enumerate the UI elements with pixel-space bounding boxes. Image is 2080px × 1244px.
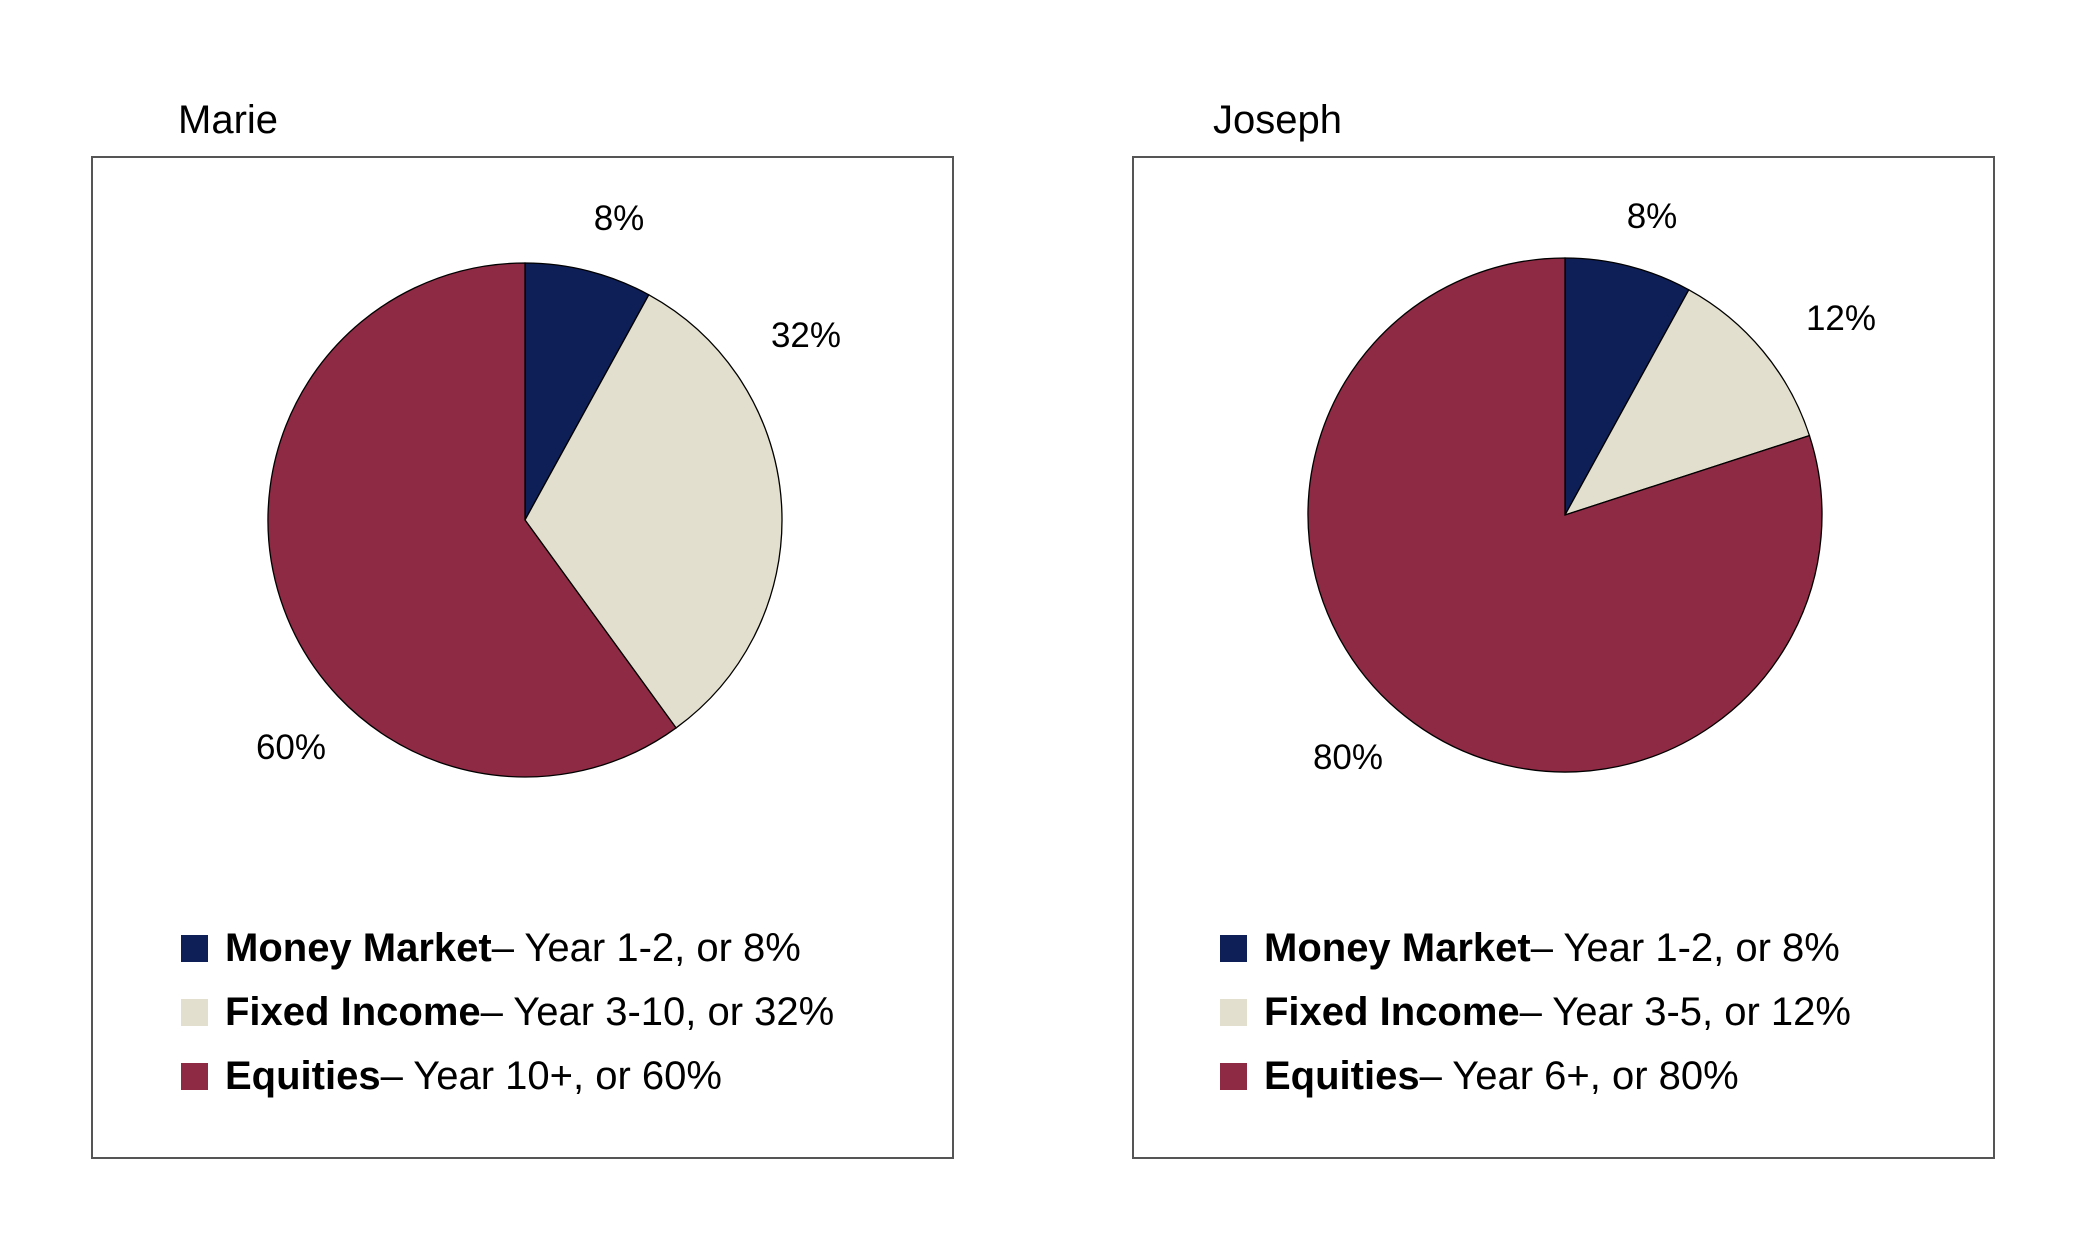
legend-item-fixed-income: Fixed Income – Year 3-10, or 32%: [181, 980, 834, 1044]
legend-label-fixed-income: Fixed Income: [1264, 990, 1520, 1034]
pie-chart-joseph: [1307, 257, 1823, 773]
pie-slice-fixed-income: [1563, 288, 1811, 517]
legend-swatch-money-market: [181, 934, 208, 962]
chart-frame-joseph: 8% 12% 80% Money Market – Year 1-2, or 8…: [1132, 156, 1995, 1159]
pie-slice-equities: [267, 262, 677, 778]
pie-slice-equities: [1307, 257, 1823, 773]
legend-swatch-equities: [1220, 1062, 1247, 1090]
pie-chart-marie: [267, 262, 783, 778]
slice-label-equities: 60%: [255, 728, 327, 767]
legend-joseph: Money Market – Year 1-2, or 8% Fixed Inc…: [1220, 916, 1851, 1108]
slice-label-fixed-income: 32%: [770, 316, 842, 355]
chart-title-joseph: Joseph: [1213, 98, 1342, 142]
legend-label-equities: Equities: [1264, 1054, 1420, 1098]
legend-marie: Money Market – Year 1-2, or 8% Fixed Inc…: [181, 916, 834, 1108]
slice-label-money-market: 8%: [1626, 197, 1678, 236]
slice-label-equities: 80%: [1312, 738, 1384, 777]
legend-label-money-market: Money Market: [225, 926, 492, 970]
legend-label-money-market: Money Market: [1264, 926, 1531, 970]
legend-item-equities: Equities – Year 6+, or 80%: [1220, 1044, 1851, 1108]
legend-detail-fixed-income: – Year 3-10, or 32%: [480, 990, 835, 1034]
legend-item-money-market: Money Market – Year 1-2, or 8%: [181, 916, 834, 980]
legend-label-equities: Equities: [225, 1054, 381, 1098]
legend-item-equities: Equities – Year 10+, or 60%: [181, 1044, 834, 1108]
slice-label-money-market: 8%: [593, 199, 645, 238]
legend-swatch-fixed-income: [181, 998, 208, 1026]
slice-label-fixed-income: 12%: [1805, 299, 1877, 338]
pie-slice-money-market: [1564, 257, 1690, 516]
legend-detail-equities: – Year 6+, or 80%: [1419, 1054, 1739, 1098]
legend-item-fixed-income: Fixed Income – Year 3-5, or 12%: [1220, 980, 1851, 1044]
legend-label-fixed-income: Fixed Income: [225, 990, 481, 1034]
legend-swatch-money-market: [1220, 934, 1247, 962]
pie-slice-fixed-income: [524, 293, 783, 729]
chart-title-marie: Marie: [178, 98, 279, 142]
pie-slice-money-market: [524, 262, 650, 521]
legend-item-money-market: Money Market – Year 1-2, or 8%: [1220, 916, 1851, 980]
chart-frame-marie: 8% 32% 60% Money Market – Year 1-2, or 8…: [91, 156, 954, 1159]
legend-detail-money-market: – Year 1-2, or 8%: [491, 926, 801, 970]
legend-detail-equities: – Year 10+, or 60%: [380, 1054, 722, 1098]
legend-detail-fixed-income: – Year 3-5, or 12%: [1519, 990, 1851, 1034]
legend-swatch-fixed-income: [1220, 998, 1247, 1026]
legend-swatch-equities: [181, 1062, 208, 1090]
legend-detail-money-market: – Year 1-2, or 8%: [1530, 926, 1840, 970]
